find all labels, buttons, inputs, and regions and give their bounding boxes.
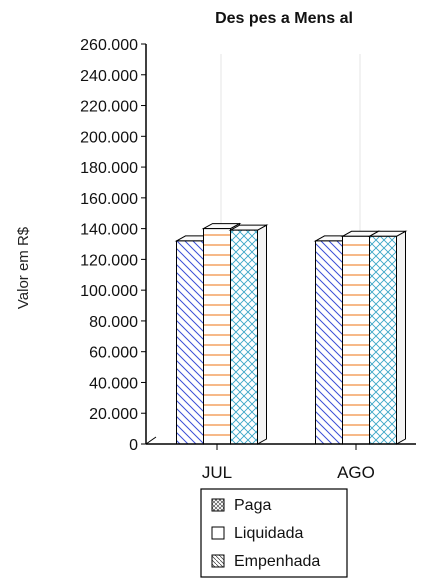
x-tick-label: AGO [337,463,375,482]
bar-front-face [230,229,258,445]
legend-swatch [211,498,225,512]
y-tick-label: 0 [129,437,138,454]
y-tick-label: 180.000 [80,160,138,177]
y-axis-ticks: 0 20.000 40.000 60.000 80.000 100.000 120.000 1… [80,37,146,454]
y-tick-label: 100.000 [80,283,138,300]
y-tick-label: 120.000 [80,252,138,269]
bar-front-face [315,240,343,445]
y-axis-label: Valor em R$ [15,226,32,309]
x-tick-label: JUL [202,463,232,482]
y-tick-label: 160.000 [80,191,138,208]
bar-front-face [369,235,397,445]
y-tick-label: 260.000 [80,37,138,54]
y-tick-label: 140.000 [80,222,138,239]
bar-empenhada-ago [367,230,408,445]
y-tick-label: 240.000 [80,68,138,85]
x-axis-ticks: JUL AGO [202,444,375,482]
bar-front-face [342,235,370,445]
legend-item-liquidada: Liquidada [211,525,304,542]
y-tick-label: 220.000 [80,99,138,116]
x-axis-depth-line [145,436,157,445]
y-tick-label: 20.000 [89,406,138,423]
y-tick-label: 200.000 [80,129,138,146]
legend-box [200,488,348,578]
bar-side-face [257,224,267,445]
legend-label: Paga [234,497,271,514]
bar-series-group [174,54,408,445]
y-tick-label: 60.000 [89,345,138,362]
legend-label: Empenhada [234,553,320,570]
y-tick-label: 80.000 [89,314,138,331]
bar-front-face [176,240,204,445]
legend-item-paga: Paga [211,497,271,514]
legend-label: Liquidada [234,525,304,542]
bar-front-face [203,228,231,445]
legend-swatch [211,554,225,568]
bar-empenhada-jul [228,224,269,445]
legend-item-empenhada: Empenhada [211,553,320,570]
legend: Paga Liquidada Empenhada [200,488,348,578]
chart-title: Des pes a Mens al [215,10,353,27]
y-tick-label: 40.000 [89,375,138,392]
bar-side-face [396,230,406,445]
legend-swatch [211,526,225,540]
